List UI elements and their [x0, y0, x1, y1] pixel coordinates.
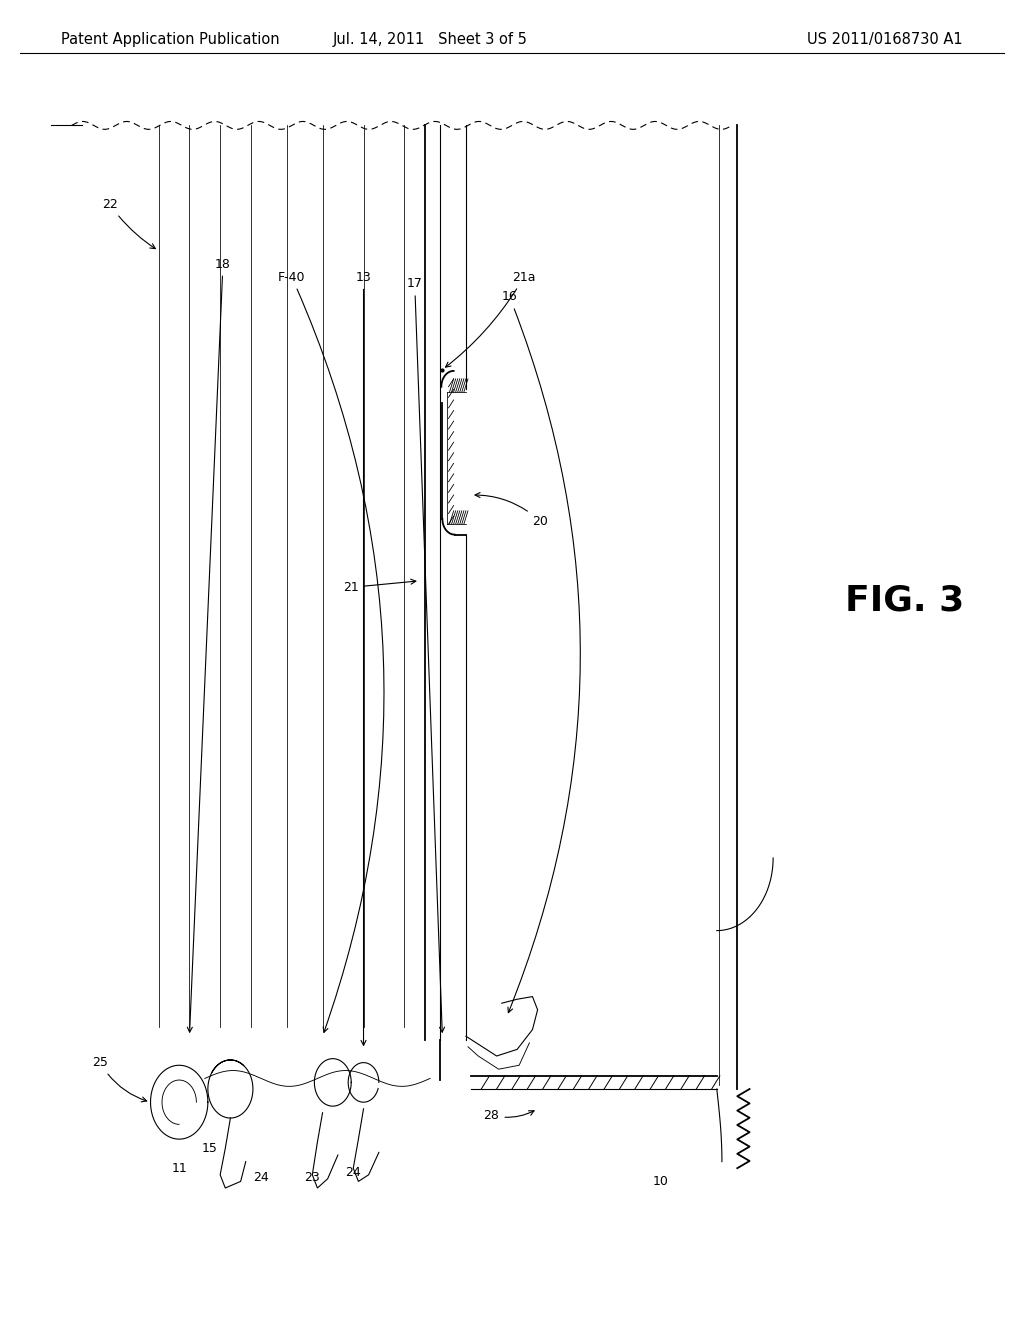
Text: 10: 10	[652, 1175, 669, 1188]
Text: FIG. 3: FIG. 3	[845, 583, 964, 618]
Text: 11: 11	[171, 1162, 187, 1175]
Text: 25: 25	[92, 1056, 146, 1102]
Text: 22: 22	[102, 198, 156, 248]
Text: 24: 24	[345, 1166, 361, 1179]
Text: Jul. 14, 2011   Sheet 3 of 5: Jul. 14, 2011 Sheet 3 of 5	[333, 32, 527, 48]
Text: 13: 13	[355, 271, 372, 1045]
Text: 18: 18	[187, 257, 231, 1032]
Text: US 2011/0168730 A1: US 2011/0168730 A1	[807, 32, 963, 48]
Text: 20: 20	[475, 492, 549, 528]
Text: 15: 15	[202, 1142, 218, 1155]
Text: Patent Application Publication: Patent Application Publication	[61, 32, 281, 48]
Text: 16: 16	[502, 290, 581, 1012]
Text: 21a: 21a	[445, 271, 536, 367]
Text: 17: 17	[407, 277, 444, 1032]
Text: F-40: F-40	[279, 271, 384, 1032]
Text: 24: 24	[253, 1171, 269, 1184]
Text: 23: 23	[304, 1171, 321, 1184]
Text: 21: 21	[343, 579, 416, 594]
Text: 28: 28	[483, 1109, 535, 1122]
